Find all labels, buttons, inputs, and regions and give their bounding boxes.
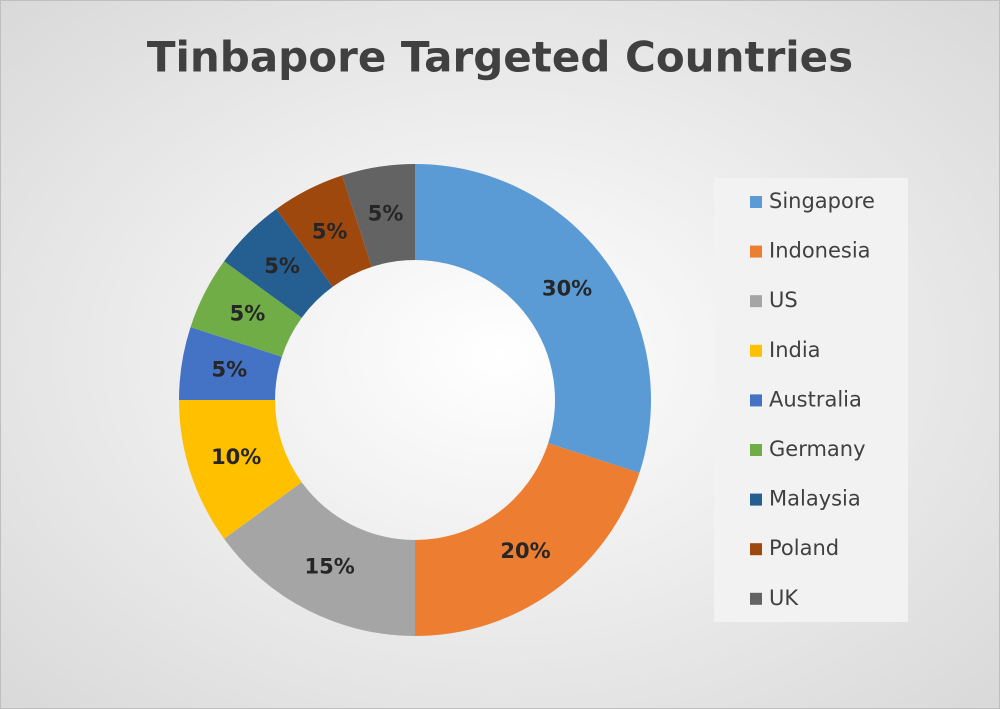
legend-label: Singapore: [769, 189, 875, 213]
data-label: 5%: [264, 254, 300, 278]
donut-slice: [179, 327, 282, 400]
legend-label: Australia: [769, 387, 862, 411]
legend-swatch: [750, 295, 762, 308]
legend-label: Poland: [769, 536, 839, 560]
legend-label: Malaysia: [769, 487, 861, 511]
legend-swatch: [750, 344, 762, 357]
donut-slice: [224, 482, 415, 636]
data-label: 10%: [211, 445, 261, 469]
donut-slice: [190, 261, 302, 357]
legend-swatch: [750, 196, 762, 208]
donut-slice: [342, 164, 415, 267]
data-label: 5%: [230, 302, 266, 326]
legend-label: UK: [769, 586, 799, 610]
legend-swatch: [750, 245, 762, 258]
chart-title: Tinbapore Targeted Countries: [147, 33, 853, 82]
legend-swatch: [750, 444, 762, 456]
legend-swatch: [750, 592, 762, 605]
data-label: 30%: [542, 276, 592, 300]
data-label: 15%: [305, 555, 355, 579]
legend-label: Germany: [769, 437, 866, 461]
donut-slice: [276, 175, 372, 287]
legend-label: India: [769, 338, 821, 362]
legend-label: US: [769, 288, 798, 312]
data-label: 20%: [500, 539, 550, 563]
legend-swatch: [750, 394, 762, 407]
data-label: 5%: [312, 219, 348, 243]
data-label: 5%: [368, 201, 404, 225]
legend-swatch: [750, 543, 762, 556]
donut-slice: [224, 209, 333, 318]
donut-slice: [415, 164, 651, 473]
donut-slice: [179, 400, 302, 539]
legend-box: [714, 178, 908, 622]
legend-label: Indonesia: [769, 239, 871, 263]
donut-slice: [415, 443, 640, 636]
legend-swatch: [750, 493, 762, 506]
data-label: 5%: [211, 358, 247, 382]
